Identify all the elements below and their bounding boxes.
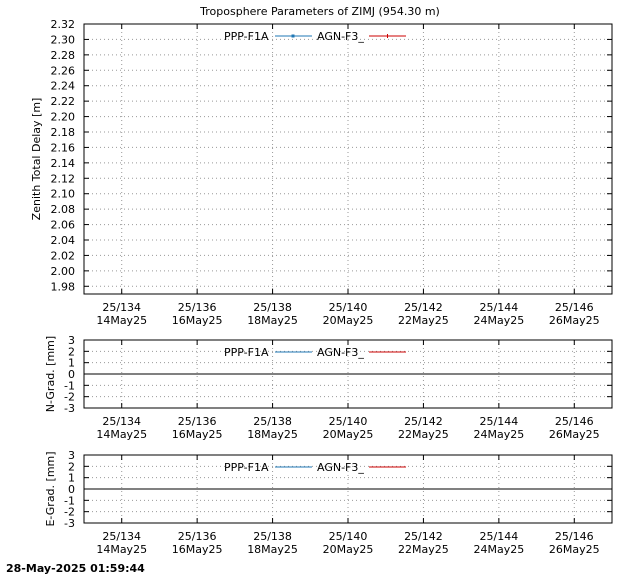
x-tick-label-date: 14May25 (96, 314, 147, 327)
y-tick-label: 2.08 (51, 203, 76, 216)
x-tick-label-doy: 25/146 (555, 530, 594, 543)
x-tick-label-doy: 25/146 (555, 415, 594, 428)
y-tick-label: 0 (68, 483, 75, 496)
x-tick-label-doy: 25/142 (404, 301, 443, 314)
x-tick-label-date: 18May25 (247, 543, 298, 556)
y-tick-label: 3 (68, 334, 75, 347)
x-tick-label-doy: 25/140 (329, 530, 368, 543)
x-tick-label-date: 24May25 (473, 314, 524, 327)
footer-timestamp: 28-May-2025 01:59:44 (6, 562, 145, 575)
y-tick-label: 1.98 (51, 280, 76, 293)
panel-1: 1.98 2.00 2.02 2.04 2.06 2.08 2.10 2.12 2.14 2.16… (30, 18, 613, 327)
y-tick-label: -3 (64, 402, 75, 415)
y-tick-label: 2.02 (51, 249, 76, 262)
y-tick-label: 2.12 (51, 172, 76, 185)
x-tick-label-doy: 25/136 (178, 530, 217, 543)
x-tick-label-date: 16May25 (172, 428, 223, 441)
x-tick-label-date: 20May25 (323, 314, 374, 327)
y-tick-label: 2.24 (51, 80, 76, 93)
y-axis-label: E-Grad. [mm] (44, 451, 57, 526)
x-tick-label-doy: 25/142 (404, 530, 443, 543)
legend-label-ppp: PPP-F1A (224, 461, 269, 474)
y-tick-label: 2.18 (51, 126, 76, 139)
x-tick-label-date: 26May25 (549, 314, 600, 327)
x-tick-label-date: 22May25 (398, 543, 449, 556)
x-tick-label-date: 22May25 (398, 314, 449, 327)
x-tick-label-date: 16May25 (172, 314, 223, 327)
x-tick-label-doy: 25/136 (178, 415, 217, 428)
x-tick-label-date: 20May25 (323, 428, 374, 441)
x-tick-label-date: 26May25 (549, 428, 600, 441)
x-tick-label-date: 26May25 (549, 543, 600, 556)
x-tick-label-date: 18May25 (247, 428, 298, 441)
x-tick-label-doy: 25/144 (480, 301, 519, 314)
y-tick-label: 2.10 (51, 188, 76, 201)
x-tick-label-doy: 25/146 (555, 301, 594, 314)
legend-marker-ppp (291, 34, 295, 38)
x-tick-label-doy: 25/136 (178, 301, 217, 314)
y-tick-label: 2 (68, 460, 75, 473)
y-tick-label: 2.28 (51, 49, 76, 62)
x-tick-label-date: 20May25 (323, 543, 374, 556)
y-tick-label: 1 (68, 357, 75, 370)
y-tick-label: 3 (68, 449, 75, 462)
x-tick-label-date: 14May25 (96, 543, 147, 556)
y-tick-label: -2 (64, 506, 75, 519)
x-tick-label-date: 18May25 (247, 314, 298, 327)
x-tick-label-date: 24May25 (473, 543, 524, 556)
x-tick-label-doy: 25/134 (102, 301, 141, 314)
y-tick-label: 0 (68, 368, 75, 381)
x-tick-label-doy: 25/138 (253, 301, 292, 314)
y-tick-label: 2.20 (51, 111, 76, 124)
x-tick-label-doy: 25/144 (480, 415, 519, 428)
y-tick-label: 2 (68, 345, 75, 358)
x-tick-label-date: 16May25 (172, 543, 223, 556)
y-tick-label: -3 (64, 517, 75, 530)
x-tick-label-doy: 25/144 (480, 530, 519, 543)
y-tick-label: 2.04 (51, 234, 76, 247)
y-tick-label: 2.06 (51, 219, 76, 232)
legend-label-agn: AGN-F3_ (317, 461, 364, 474)
x-tick-label-doy: 25/140 (329, 415, 368, 428)
y-tick-label: 2.32 (51, 18, 76, 31)
y-axis-label: N-Grad. [mm] (44, 336, 57, 412)
x-tick-label-doy: 25/140 (329, 301, 368, 314)
x-tick-label-doy: 25/134 (102, 530, 141, 543)
x-tick-label-date: 14May25 (96, 428, 147, 441)
legend-label-agn: AGN-F3_ (317, 30, 364, 43)
x-tick-label-doy: 25/138 (253, 415, 292, 428)
y-tick-label: -2 (64, 391, 75, 404)
y-tick-label: 2.22 (51, 95, 76, 108)
legend-label-ppp: PPP-F1A (224, 346, 269, 359)
x-tick-label-date: 24May25 (473, 428, 524, 441)
legend-label-ppp: PPP-F1A (224, 30, 269, 43)
y-tick-label: 2.16 (51, 141, 76, 154)
y-tick-label: 2.26 (51, 64, 76, 77)
chart-title: Troposphere Parameters of ZIMJ (954.30 m… (200, 5, 440, 18)
y-axis-label: Zenith Total Delay [m] (30, 98, 43, 221)
x-tick-label-doy: 25/142 (404, 415, 443, 428)
y-tick-label: 2.00 (51, 265, 76, 278)
x-tick-label-doy: 25/134 (102, 415, 141, 428)
y-tick-label: -1 (64, 379, 75, 392)
x-tick-label-date: 22May25 (398, 428, 449, 441)
y-tick-label: 1 (68, 472, 75, 485)
y-tick-label: -1 (64, 494, 75, 507)
legend-label-agn: AGN-F3_ (317, 346, 364, 359)
y-tick-label: 2.30 (51, 33, 76, 46)
x-tick-label-doy: 25/138 (253, 530, 292, 543)
y-tick-label: 2.14 (51, 157, 76, 170)
